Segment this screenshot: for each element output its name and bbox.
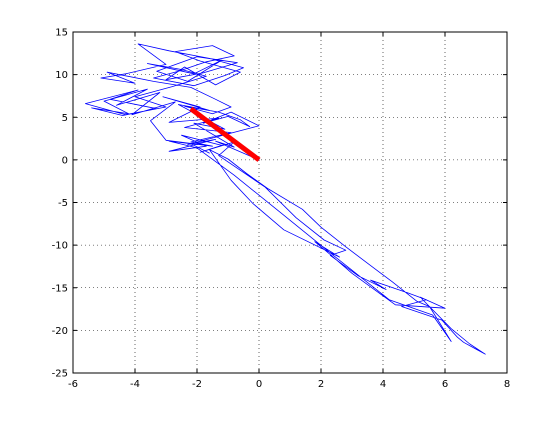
x-tick-label: -4 — [130, 379, 140, 390]
x-tick-label: 2 — [318, 379, 324, 390]
y-tick-label: -10 — [52, 241, 68, 252]
series-group — [85, 43, 486, 355]
x-tick-label: 8 — [504, 379, 510, 390]
y-tick-label: -15 — [52, 283, 68, 294]
x-tick-label: -6 — [68, 379, 78, 390]
y-tick-label: 15 — [55, 28, 68, 39]
x-tick-label: 4 — [380, 379, 386, 390]
y-tick-label: -25 — [52, 369, 68, 380]
y-tick-label: 5 — [62, 113, 68, 124]
grid — [73, 32, 507, 373]
y-tick-label: -20 — [52, 326, 68, 337]
series-line-red — [189, 106, 261, 162]
y-tick-label: 10 — [55, 70, 68, 81]
x-tick-label: 6 — [442, 379, 448, 390]
x-tick-label: 0 — [256, 379, 262, 390]
y-tick-label: 0 — [62, 155, 68, 166]
x-tick-label: -2 — [192, 379, 202, 390]
y-tick-label: -5 — [58, 198, 68, 209]
series-line-blue — [85, 43, 486, 355]
